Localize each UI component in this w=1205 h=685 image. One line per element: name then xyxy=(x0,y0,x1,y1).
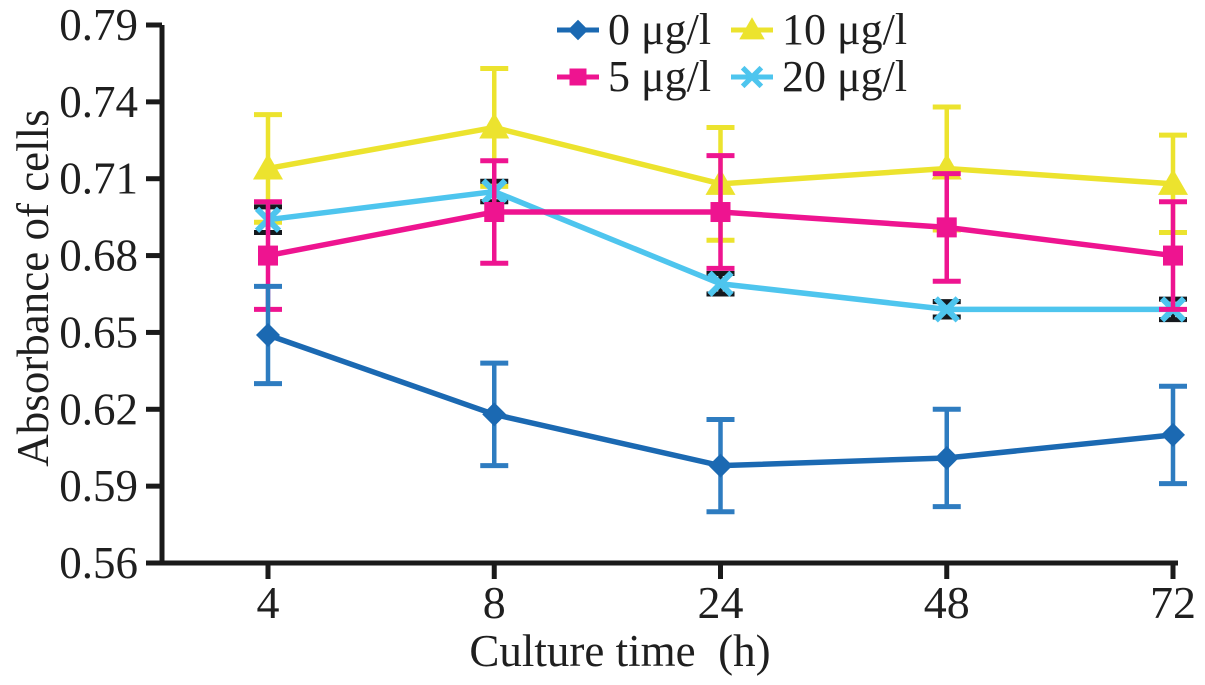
data-point-marker xyxy=(253,153,283,180)
y-tick-label: 0.68 xyxy=(59,231,138,281)
y-axis-ticks: 0.79 0.74 0.71 0.68 0.65 0.62 0.59 0.56 xyxy=(59,0,162,588)
legend-marker-diamond-icon xyxy=(557,19,599,40)
axes xyxy=(159,25,1178,566)
legend-label-10ugl: 10 μg/l xyxy=(782,4,908,54)
legend-item-0ugl: 0 μg/l xyxy=(556,6,730,53)
x-tick-label: 24 xyxy=(698,577,744,628)
data-point-marker xyxy=(479,112,510,139)
legend-marker-square-icon xyxy=(557,68,599,85)
y-tick-label: 0.56 xyxy=(59,538,138,588)
series-5-g-l xyxy=(254,153,1187,312)
data-point-marker xyxy=(484,202,505,223)
data-point-marker xyxy=(933,296,960,323)
y-tick-label: 0.59 xyxy=(59,461,138,511)
x-tick-label: 48 xyxy=(924,577,970,628)
x-tick-label: 72 xyxy=(1150,577,1196,628)
data-point-marker xyxy=(708,453,733,478)
x-tick-label: 4 xyxy=(257,577,280,628)
x-tick-label: 8 xyxy=(483,577,506,628)
y-tick-label: 0.62 xyxy=(59,384,138,434)
error-bars xyxy=(254,283,1187,515)
data-point-marker xyxy=(707,270,734,297)
legend-label-20ugl: 20 μg/l xyxy=(782,51,908,101)
legend-marker-x-icon xyxy=(731,65,773,88)
series-0-g-l xyxy=(254,283,1187,515)
data-point-marker xyxy=(739,16,765,39)
y-tick-label: 0.65 xyxy=(59,307,138,357)
data-point-marker xyxy=(1163,245,1183,266)
y-tick-label: 0.79 xyxy=(59,0,138,50)
y-tick-label: 0.71 xyxy=(59,154,138,204)
legend-item-20ugl: 20 μg/l xyxy=(730,53,907,100)
x-axis-title: Culture time (h) xyxy=(469,626,771,676)
y-axis-title: Absorbance of cells xyxy=(8,109,58,467)
series-20-g-l xyxy=(254,178,1187,323)
legend-marker-triangle-icon xyxy=(731,16,773,39)
data-point-marker xyxy=(258,245,278,266)
data-point-marker xyxy=(482,402,507,427)
data-point-marker xyxy=(567,19,589,40)
data-point-marker xyxy=(256,322,280,347)
data-point-marker xyxy=(936,217,957,238)
data-point-marker xyxy=(710,202,731,223)
data-point-marker xyxy=(1161,422,1185,447)
legend-item-10ugl: 10 μg/l xyxy=(730,6,907,53)
data-point-marker xyxy=(1158,168,1188,195)
y-tick-label: 0.74 xyxy=(59,77,138,127)
data-point-marker xyxy=(740,65,764,88)
legend-label-5ugl: 5 μg/l xyxy=(608,51,712,101)
chart-legend: 0 μg/l 10 μg/l 5 μg/l 20 μg/l xyxy=(556,6,907,100)
x-axis-ticks: 4 8 24 48 72 xyxy=(257,563,1196,628)
data-point-marker xyxy=(569,68,587,85)
legend-item-5ugl: 5 μg/l xyxy=(556,53,730,100)
legend-label-0ugl: 0 μg/l xyxy=(608,4,712,54)
data-point-marker xyxy=(934,445,959,470)
